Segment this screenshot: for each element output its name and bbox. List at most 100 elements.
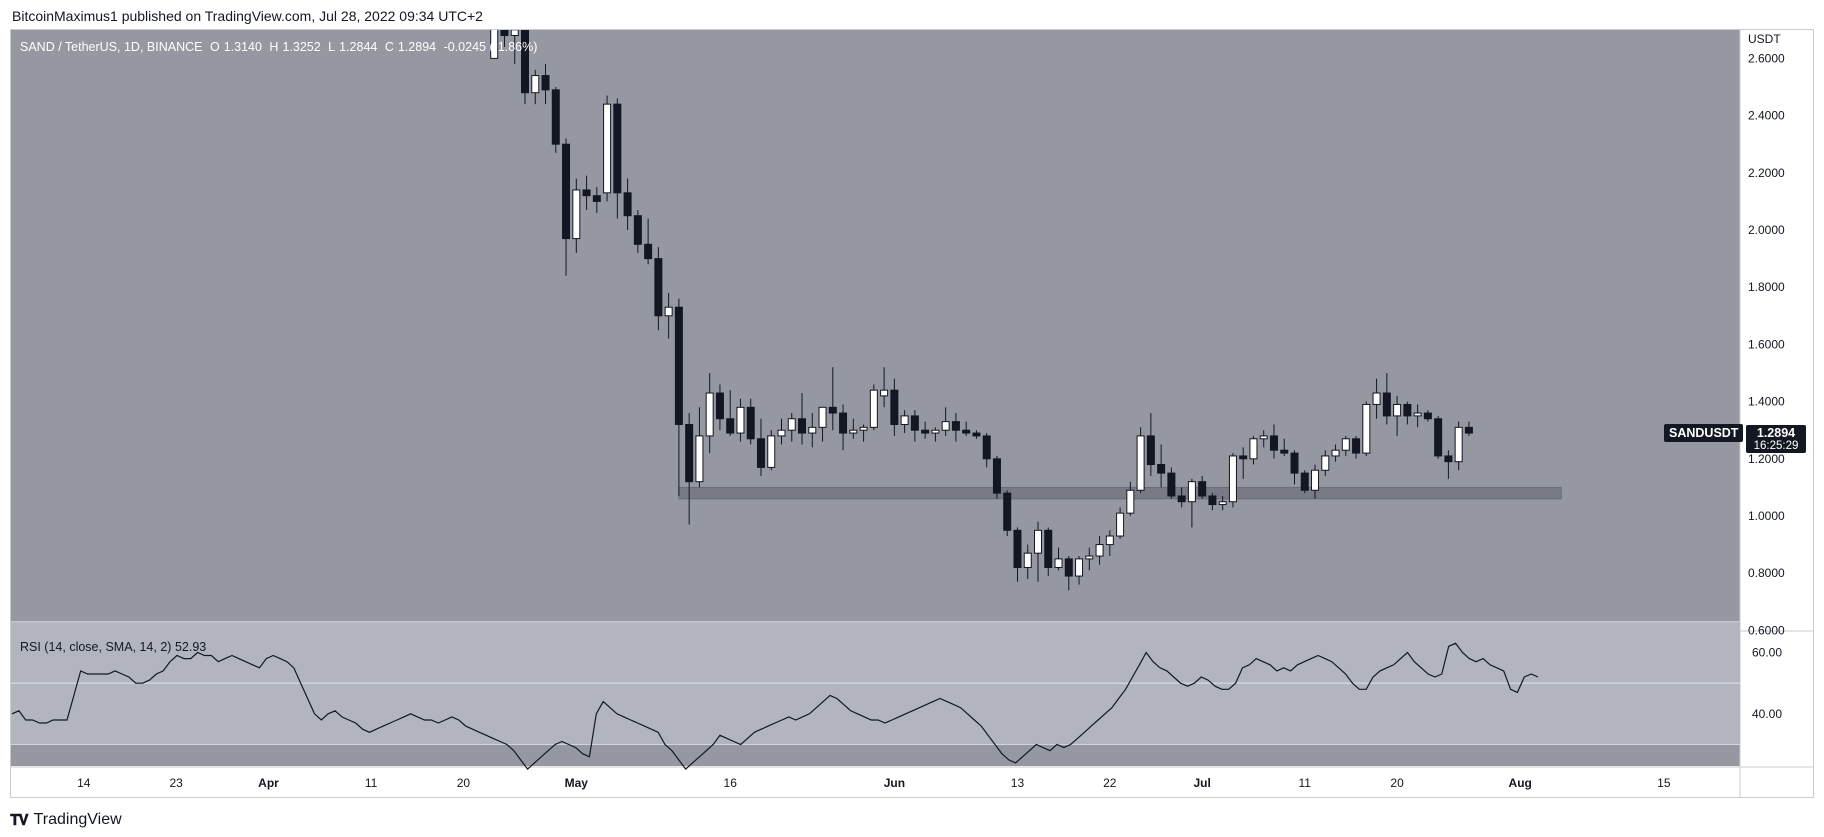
time-tick-label: 14 bbox=[77, 776, 91, 790]
chart-frame bbox=[10, 29, 1814, 798]
candle-down bbox=[746, 406, 755, 440]
legend-change: -0.0245 (-1.86%) bbox=[443, 40, 538, 54]
legend-open: 1.3140 bbox=[223, 40, 262, 54]
candle-up bbox=[1331, 449, 1340, 457]
candle-down bbox=[1064, 558, 1073, 577]
candle-down bbox=[613, 103, 622, 194]
candle-up bbox=[603, 103, 612, 194]
candle-down bbox=[921, 429, 930, 434]
time-tick-label: Jul bbox=[1193, 776, 1210, 790]
candle-down bbox=[1300, 472, 1309, 491]
candle-down bbox=[623, 192, 632, 217]
tradingview-logo-icon: 𝐓𝐕 bbox=[10, 811, 29, 829]
legend-high: 1.3252 bbox=[282, 40, 321, 54]
bar-countdown: 16:25:29 bbox=[1753, 440, 1799, 452]
candle-up bbox=[1054, 558, 1063, 568]
time-tick-label: Apr bbox=[258, 776, 279, 790]
candle-up bbox=[1413, 412, 1422, 417]
symbol-price-tag: SANDUSDT bbox=[1664, 424, 1744, 442]
candle-up bbox=[787, 418, 796, 431]
candle-up bbox=[777, 429, 786, 437]
rsi-line bbox=[11, 642, 1539, 770]
candle-down bbox=[1198, 481, 1207, 497]
candle-up bbox=[1136, 435, 1145, 491]
candle-up bbox=[767, 435, 776, 468]
publisher-line: BitcoinMaximus1 published on TradingView… bbox=[12, 8, 483, 24]
candle-down bbox=[1044, 529, 1053, 568]
legend-close: 1.2894 bbox=[397, 40, 437, 54]
candle-up bbox=[1105, 535, 1114, 546]
candle-down bbox=[1382, 392, 1391, 417]
candle-down bbox=[541, 75, 550, 91]
candle-down bbox=[521, 30, 529, 94]
candle-up bbox=[1259, 435, 1268, 440]
candle-up bbox=[1034, 529, 1042, 554]
candle-down bbox=[551, 89, 560, 145]
candle-up bbox=[510, 30, 519, 37]
price-tick-label: 0.8000 bbox=[1748, 566, 1785, 580]
symbol-legend[interactable]: SAND / TetherUS, 1D, BINANCE O 1.3140 H 1.… bbox=[20, 40, 541, 54]
price-tick-label: 0.6000 bbox=[1748, 623, 1785, 637]
candle-up bbox=[736, 406, 745, 434]
candle-down bbox=[828, 406, 837, 414]
time-tick-label: 22 bbox=[1103, 776, 1117, 790]
candle-down bbox=[726, 418, 735, 434]
candle-down bbox=[1146, 435, 1155, 466]
candle-down bbox=[1269, 435, 1278, 451]
legend-close-label: C bbox=[384, 40, 394, 54]
candle-down bbox=[582, 189, 591, 197]
candle-up bbox=[1372, 392, 1381, 405]
candle-up bbox=[1341, 438, 1350, 451]
rsi-tick-label: 60.00 bbox=[1752, 645, 1782, 659]
candle-up bbox=[931, 429, 940, 434]
price-tick-label: 2.0000 bbox=[1748, 223, 1785, 237]
time-tick-label: 11 bbox=[1299, 776, 1312, 790]
candle-up bbox=[1249, 438, 1258, 460]
tradingview-footer[interactable]: 𝐓𝐕 TradingView bbox=[10, 811, 122, 829]
candle-down bbox=[982, 435, 991, 460]
candle-down bbox=[1290, 452, 1299, 474]
candle-down bbox=[674, 306, 683, 425]
price-tick-label: 2.2000 bbox=[1748, 166, 1785, 180]
time-tick-label: 20 bbox=[457, 776, 471, 790]
candle-up bbox=[1228, 455, 1237, 503]
candle-down bbox=[1434, 418, 1443, 457]
last-price-value: 1.2894 bbox=[1756, 426, 1796, 440]
rsi-legend[interactable]: RSI (14, close, SMA, 14, 2) 52.93 bbox=[20, 640, 206, 654]
candle-down bbox=[910, 415, 919, 431]
candle-up bbox=[808, 426, 817, 434]
candle-up bbox=[880, 389, 889, 397]
candle-up bbox=[1393, 403, 1402, 417]
candle-down bbox=[1403, 403, 1412, 417]
candle-down bbox=[1013, 529, 1022, 568]
candle-up bbox=[1075, 558, 1084, 577]
legend-low-label: L bbox=[328, 40, 336, 54]
candle-down bbox=[1464, 426, 1473, 434]
price-tick-label: 2.4000 bbox=[1748, 109, 1785, 123]
candle-up bbox=[531, 75, 540, 94]
time-tick-label: 20 bbox=[1390, 776, 1404, 790]
candle-down bbox=[1352, 438, 1361, 454]
candle-up bbox=[849, 429, 858, 434]
candle-down bbox=[798, 418, 807, 434]
time-tick-label: May bbox=[565, 776, 589, 790]
candle-down bbox=[962, 429, 971, 434]
candle-up bbox=[490, 30, 499, 59]
candle-up bbox=[1454, 426, 1463, 463]
price-axis-area bbox=[1740, 30, 1813, 766]
candle-down bbox=[972, 432, 981, 437]
price-pane bbox=[11, 30, 1740, 630]
candle-up bbox=[1218, 501, 1227, 506]
candle-up bbox=[1116, 512, 1125, 537]
rsi-tick-label: 40.00 bbox=[1752, 707, 1782, 721]
candle-down bbox=[633, 215, 642, 245]
candle-up bbox=[1362, 403, 1371, 454]
candle-down bbox=[992, 458, 1001, 494]
candle-down bbox=[500, 30, 509, 37]
candle-up bbox=[1126, 489, 1135, 514]
price-tick-label: 1.4000 bbox=[1748, 395, 1785, 409]
candle-up bbox=[1187, 481, 1196, 503]
candle-up bbox=[664, 306, 673, 317]
rsi-legend-label: RSI (14, close, SMA, 14, 2) bbox=[20, 640, 172, 654]
